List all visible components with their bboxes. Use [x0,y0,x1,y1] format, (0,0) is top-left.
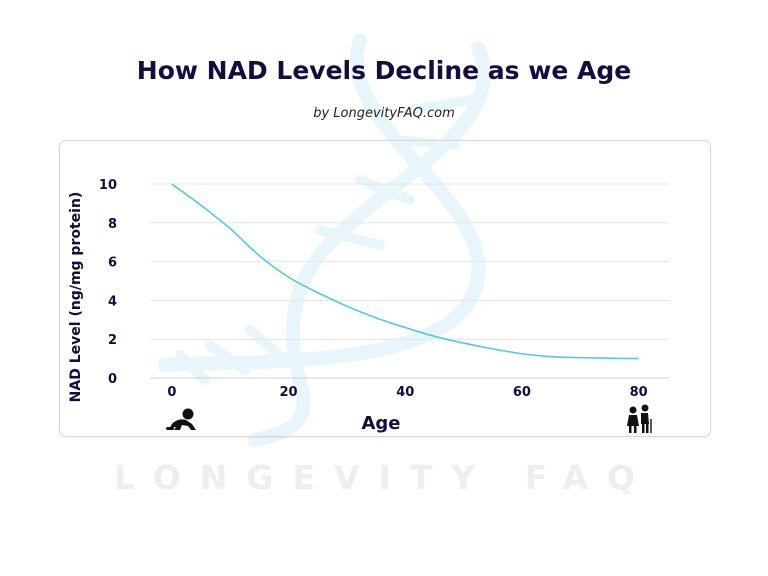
x-tick-labels: 0 20 40 60 80 [167,385,647,400]
page-subtitle: by LongevityFAQ.com [313,106,455,121]
y-tick-label-0: 0 [108,372,117,387]
x-tick-label-20: 20 [279,385,297,400]
grid-lines [150,183,669,379]
data-points [171,183,639,359]
page-title: How NAD Levels Decline as we Age [136,56,632,85]
x-tick-label-80: 80 [630,385,648,400]
baby-crawling-icon [166,408,196,430]
chart-card [59,140,711,437]
y-tick-label-8: 8 [108,217,117,232]
y-tick-label-10: 10 [99,178,117,193]
longevity-faq-watermark: LONGEVITY FAQ [113,458,655,497]
y-tick-label-2: 2 [108,333,117,348]
x-axis-label: Age [361,413,400,434]
y-tick-label-6: 6 [108,256,117,271]
series-line-nad-level [171,183,639,360]
y-axis-label: NAD Level (ng/mg protein) [68,192,84,403]
elderly-couple-icon [627,404,652,433]
y-tick-label-4: 4 [108,294,117,309]
x-tick-label-0: 0 [167,385,176,400]
x-tick-label-60: 60 [513,385,531,400]
y-tick-labels: 0 2 4 6 8 10 [99,178,117,387]
x-tick-label-40: 40 [396,385,414,400]
